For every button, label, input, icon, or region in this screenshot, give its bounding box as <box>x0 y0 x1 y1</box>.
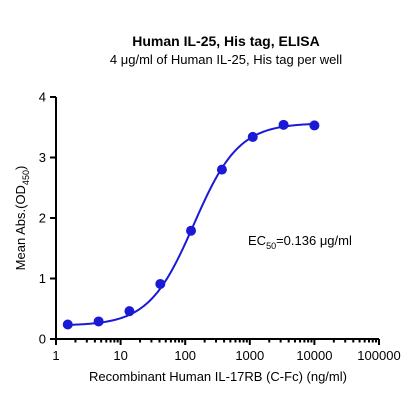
y-tick-label-0: 0 <box>39 332 46 347</box>
data-point-5 <box>216 164 227 175</box>
fit-curve <box>67 122 315 326</box>
chart-title: Human IL-25, His tag, ELISA <box>132 33 319 49</box>
y-axis-label: Mean Abs.(OD450) <box>13 166 31 271</box>
x-tick-label-2: 100 <box>174 348 196 363</box>
y-tick-label-4: 4 <box>39 90 46 105</box>
y-axis-label-end: ) <box>13 166 28 170</box>
ec50-prefix: EC <box>248 233 266 248</box>
ec50-annotation: EC50=0.136 μg/ml <box>248 233 352 251</box>
y-axis-label-sub: 450 <box>21 170 31 185</box>
plot-area <box>62 119 320 330</box>
ec50-sub: 50 <box>266 241 276 251</box>
y-tick-label-3: 3 <box>39 150 46 165</box>
y-tick-label-2: 2 <box>39 211 46 226</box>
x-tick-label-1: 10 <box>113 348 127 363</box>
x-axis-label: Recombinant Human IL-17RB (C-Fc) (ng/ml) <box>89 369 347 384</box>
x-tick-label-0: 1 <box>52 348 59 363</box>
y-ticks: 0 1 2 3 4 <box>39 90 56 347</box>
ec50-value: =0.136 μg/ml <box>276 233 352 248</box>
x-tick-label-4: 10000 <box>296 348 332 363</box>
data-point-1 <box>93 316 104 327</box>
data-point-4 <box>186 225 197 236</box>
x-ticks: 1 10 100 1000 10000 100000 <box>52 339 401 363</box>
data-point-0 <box>62 319 73 330</box>
data-point-2 <box>124 306 135 317</box>
data-point-3 <box>155 278 166 289</box>
y-axis-label-main: Mean Abs.(OD <box>13 185 28 270</box>
x-tick-label-3: 1000 <box>235 348 264 363</box>
chart-subtitle: 4 μg/ml of Human IL-25, His tag per well <box>110 52 342 67</box>
x-tick-label-5: 100000 <box>357 348 400 363</box>
data-point-7 <box>278 119 289 130</box>
y-tick-label-1: 1 <box>39 271 46 286</box>
data-point-6 <box>247 131 258 142</box>
data-point-8 <box>309 120 320 131</box>
